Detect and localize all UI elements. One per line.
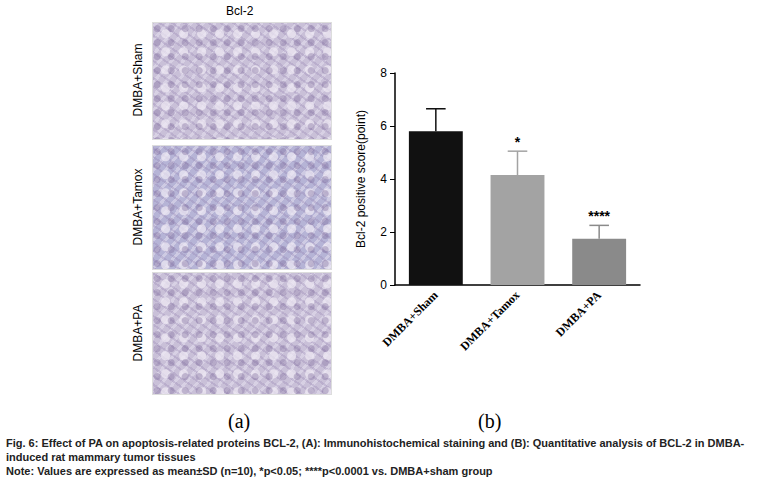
svg-text:8: 8 bbox=[380, 66, 387, 80]
svg-text:Bcl-2 positive score(point): Bcl-2 positive score(point) bbox=[354, 110, 368, 248]
html-text:(a): (a) bbox=[228, 410, 251, 432]
svg-text:*: * bbox=[515, 134, 521, 150]
svg-text:****: **** bbox=[588, 208, 610, 224]
svg-text:0: 0 bbox=[380, 278, 387, 292]
svg-text:DMBA+Tamox: DMBA+Tamox bbox=[457, 288, 522, 353]
html-text:Fig. 6: Effect of PA on apopto: Fig. 6: Effect of PA on apoptosis-relate… bbox=[6, 437, 745, 463]
html-text:DMBA+Tamox: DMBA+Tamox bbox=[131, 168, 145, 245]
html-text:(b): (b) bbox=[478, 410, 502, 432]
svg-text:2: 2 bbox=[380, 225, 387, 239]
html-text:DMBA+Sham: DMBA+Sham bbox=[131, 43, 145, 117]
html-text:Bcl-2: Bcl-2 bbox=[226, 4, 254, 18]
svg-text:4: 4 bbox=[380, 172, 387, 186]
html-text:DMBA+PA: DMBA+PA bbox=[131, 304, 145, 361]
svg-text:6: 6 bbox=[380, 119, 387, 133]
svg-text:DMBA+PA: DMBA+PA bbox=[553, 288, 605, 340]
svg-text:DMBA+Sham: DMBA+Sham bbox=[379, 288, 440, 349]
html-text:Note: Values are expressed as: Note: Values are expressed as mean±SD (n… bbox=[6, 465, 493, 477]
